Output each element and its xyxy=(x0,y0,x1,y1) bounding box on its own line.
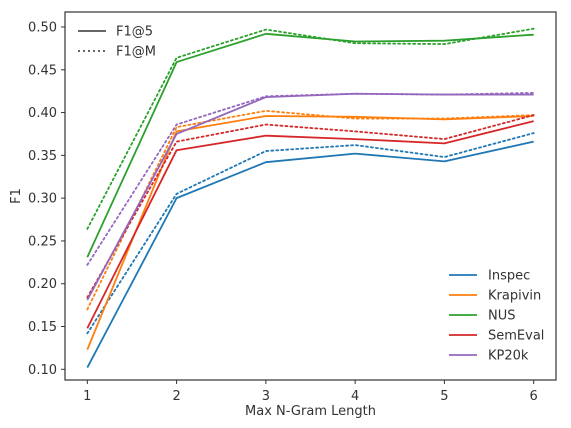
dataset-legend-label: SemEval xyxy=(488,329,544,344)
dataset-legend-label: KP20k xyxy=(488,349,529,364)
y-tick-label: 0.20 xyxy=(28,277,57,292)
x-tick-label: 3 xyxy=(262,389,270,404)
y-tick-label: 0.35 xyxy=(28,149,57,164)
y-tick-label: 0.25 xyxy=(28,234,57,249)
dataset-legend-label: Inspec xyxy=(488,269,530,284)
x-tick-label: 6 xyxy=(530,389,538,404)
y-tick-label: 0.15 xyxy=(28,320,57,335)
series-line-semeval-f1-at-5 xyxy=(86,120,534,329)
style-legend: F1@5 F1@M xyxy=(78,25,156,60)
x-tick-label: 1 xyxy=(83,389,91,404)
series-line-nus-f1-at-m xyxy=(86,27,535,230)
dataset-legend: Inspec Krapivin NUS SemEval KP20k xyxy=(449,269,544,364)
y-tick-label: 0.10 xyxy=(28,363,57,378)
series-line-inspec-f1-at-m xyxy=(86,132,535,335)
dataset-legend-label: NUS xyxy=(488,309,516,324)
x-axis-ticks: 1 2 3 4 5 6 xyxy=(83,380,538,404)
x-axis-label: Max N-Gram Length xyxy=(245,404,376,419)
y-tick-label: 0.30 xyxy=(28,192,57,207)
plot-frame xyxy=(64,11,557,381)
series-line-semeval-f1-at-m xyxy=(86,114,535,299)
series-lines xyxy=(86,27,535,369)
series-line-nus-f1-at-5 xyxy=(86,32,534,258)
style-legend-label: F1@5 xyxy=(116,25,153,40)
y-tick-label: 0.50 xyxy=(28,20,57,35)
x-tick-label: 4 xyxy=(351,389,359,404)
y-axis-label: F1 xyxy=(9,188,24,204)
y-axis-ticks: 0.10 0.15 0.20 0.25 0.30 0.35 0.40 0.45 0.50 xyxy=(28,20,65,378)
series-line-kp20k-f1-at-5 xyxy=(86,92,534,301)
dataset-legend-label: Krapivin xyxy=(488,289,541,304)
series-line-inspec-f1-at-5 xyxy=(86,140,534,369)
y-tick-label: 0.45 xyxy=(28,63,57,78)
x-tick-label: 5 xyxy=(440,389,448,404)
style-legend-label: F1@M xyxy=(116,45,156,60)
x-tick-label: 2 xyxy=(172,389,180,404)
y-tick-label: 0.40 xyxy=(28,106,57,121)
